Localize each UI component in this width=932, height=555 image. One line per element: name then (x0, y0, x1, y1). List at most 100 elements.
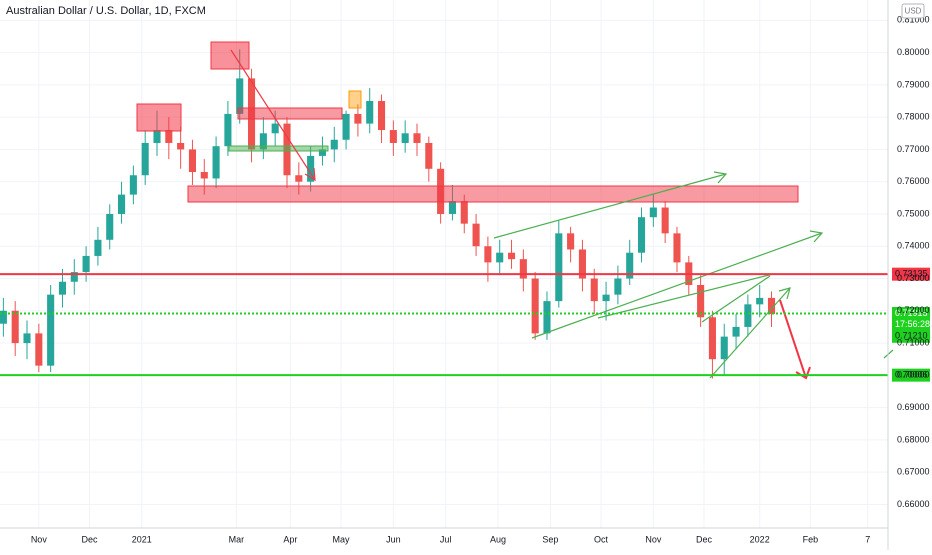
candle-body (318, 149, 326, 156)
candle-body (637, 217, 646, 253)
y-tick-label: 0.77000 (897, 144, 930, 154)
candle-body (106, 213, 114, 240)
candle-body (389, 130, 397, 143)
currency-badge[interactable] (901, 3, 925, 19)
y-tick-label: 0.79000 (897, 79, 930, 89)
candle-body (673, 233, 681, 263)
candle-body (141, 142, 149, 176)
candle-body (720, 336, 728, 360)
x-tick-label: May (333, 534, 351, 544)
candle-body (177, 142, 185, 150)
x-tick-label: 7 (865, 534, 870, 544)
candle-body (0, 310, 7, 324)
price-label: 0.71915 (895, 308, 928, 318)
y-tick-label: 0.69000 (897, 402, 930, 412)
candle-body (307, 155, 315, 182)
candle-body (188, 149, 197, 173)
candle-body (460, 201, 468, 224)
x-tick-label: Feb (803, 534, 819, 544)
candle-body (649, 207, 657, 218)
candle-body (271, 123, 279, 134)
y-tick-label: 0.70000 (897, 370, 930, 380)
zone (348, 90, 362, 109)
channel-line (709, 287, 791, 379)
arrow-head (809, 230, 824, 243)
candle-body (200, 172, 208, 179)
candle-body (70, 272, 78, 282)
zone (228, 145, 329, 152)
candle-body (366, 101, 374, 124)
candle-body (11, 310, 19, 344)
candle-body (744, 304, 752, 327)
zone (187, 185, 799, 203)
candle-body (484, 246, 492, 263)
candle-body (47, 294, 55, 366)
candle-body (626, 252, 634, 279)
candle-body (377, 101, 386, 131)
candle-body (767, 297, 776, 315)
candle-body (354, 113, 362, 124)
currency-label: USD (905, 7, 922, 16)
price-label: 0.71210 (895, 331, 928, 341)
y-tick-label: 0.73000 (897, 273, 930, 283)
x-tick-label: Apr (283, 534, 297, 544)
candle-body (236, 78, 244, 114)
price-label-bg (892, 267, 930, 281)
candle-body (697, 284, 705, 318)
candle-body (756, 297, 764, 305)
candle-body (732, 326, 740, 337)
y-tick-label: 0.81000 (897, 15, 930, 25)
y-tick-label: 0.71000 (897, 337, 930, 347)
candle-body (543, 301, 551, 334)
x-tick-label: Aug (490, 534, 506, 544)
x-tick-label: Dec (81, 534, 98, 544)
arrow-head (304, 167, 316, 182)
chart-title: Australian Dollar / U.S. Dollar, 1D, FXC… (6, 5, 206, 17)
candle-body (531, 278, 539, 334)
x-tick-label: Mar (229, 534, 245, 544)
candle-body (661, 207, 669, 234)
x-tick-label: 2021 (132, 534, 152, 544)
candle-body (401, 133, 409, 143)
candle-body (413, 133, 421, 143)
y-tick-label: 0.66000 (897, 499, 930, 509)
y-tick-label: 0.74000 (897, 241, 930, 251)
candle-body (342, 113, 350, 140)
candle-body (614, 278, 622, 295)
axes: 0.66000 0.67000 0.68000 0.69000 0.70000 0.710… (31, 15, 930, 545)
candle-body (496, 252, 504, 263)
x-tick-label: Jun (386, 534, 401, 544)
price-label-bg (892, 307, 930, 332)
price-label-bg (892, 329, 930, 343)
candle-body (224, 113, 232, 147)
y-tick-label: 0.80000 (897, 47, 930, 57)
price-label: 0.70006 (895, 370, 928, 380)
y-tick-label: 0.72000 (897, 305, 930, 315)
candle-body (35, 333, 43, 366)
channel-line (597, 273, 774, 319)
candle-body (448, 201, 456, 214)
drawings (136, 41, 894, 380)
candle-body (555, 233, 563, 302)
candle-body (507, 252, 516, 260)
candle-body (472, 223, 480, 247)
y-tick-label: 0.76000 (897, 176, 930, 186)
candle-body (519, 259, 527, 279)
candle-body (578, 249, 586, 279)
arrow-head (713, 171, 728, 184)
candle-body (708, 317, 716, 360)
candle-body (602, 294, 610, 302)
x-tick-label: Nov (645, 534, 662, 544)
price-label-bg (892, 368, 930, 382)
price-label: 0.73135 (895, 269, 928, 279)
candle-body (23, 333, 31, 344)
zone (136, 103, 182, 132)
candle-body (330, 139, 338, 150)
arrow-head (795, 366, 811, 380)
candle-body (259, 133, 267, 150)
arrow-head (778, 287, 791, 300)
y-tick-label: 0.75000 (897, 208, 930, 218)
candle-body (153, 130, 161, 143)
channel-line (493, 173, 727, 239)
